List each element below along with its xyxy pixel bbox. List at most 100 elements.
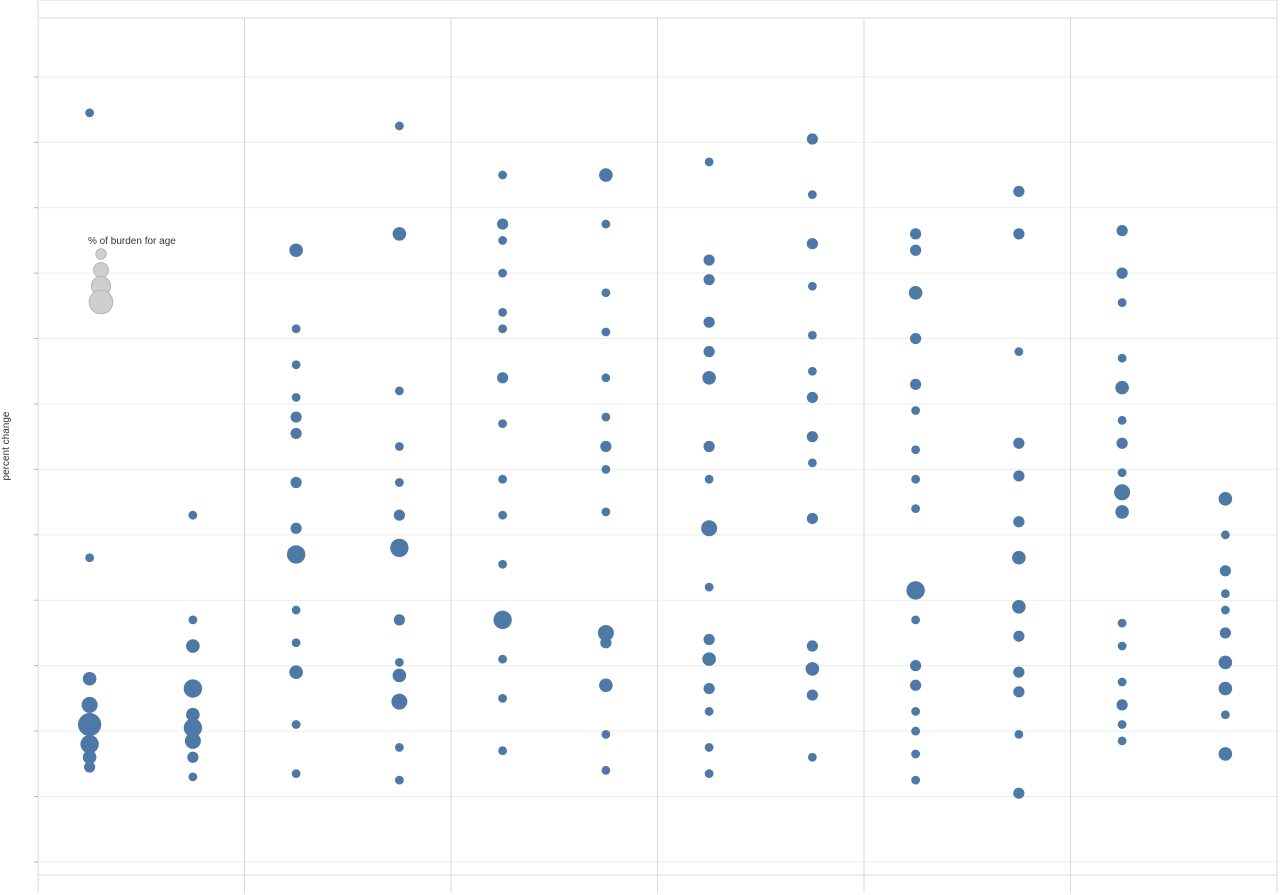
data-point [1116, 267, 1128, 279]
data-point [1218, 681, 1233, 696]
data-point [498, 324, 508, 334]
data-point [806, 391, 818, 404]
data-point [498, 654, 508, 664]
data-point [911, 445, 921, 455]
data-point [394, 386, 404, 396]
legend-size-symbol [95, 248, 107, 260]
data-point [601, 507, 611, 517]
data-point [1116, 699, 1128, 711]
data-point [910, 660, 922, 672]
data-point [498, 474, 508, 484]
data-point [1117, 298, 1127, 307]
data-point [911, 504, 921, 514]
legend-size-symbol [93, 262, 109, 278]
data-point [498, 268, 508, 278]
data-point [703, 274, 715, 286]
data-point [1116, 437, 1128, 449]
data-point [1013, 437, 1025, 449]
panel-headers [37, 0, 1278, 19]
data-point [911, 726, 921, 736]
data-point [703, 682, 715, 695]
data-point [1220, 605, 1230, 615]
data-point [394, 657, 404, 667]
data-point [601, 464, 611, 474]
data-point [1117, 677, 1127, 687]
data-point [807, 330, 817, 340]
data-point [498, 236, 508, 245]
data-point [703, 316, 715, 328]
data-point [911, 615, 921, 625]
data-point [1115, 380, 1129, 395]
data-point [702, 371, 716, 385]
data-point [906, 581, 925, 600]
data-point [1117, 353, 1127, 363]
data-point [394, 743, 404, 752]
data-point [1013, 470, 1025, 482]
data-point [1013, 516, 1025, 528]
data-point [704, 157, 714, 167]
data-point [497, 372, 509, 384]
data-point [599, 168, 613, 182]
data-point [806, 238, 818, 250]
data-point [807, 752, 817, 762]
data-point [290, 427, 302, 440]
data-point [394, 775, 404, 785]
data-point [910, 378, 922, 390]
data-point [911, 775, 921, 785]
y-axis-title: percent change [1, 411, 12, 480]
data-point [1012, 599, 1026, 614]
data-point [1220, 530, 1230, 540]
data-point [704, 707, 714, 716]
data-point [393, 509, 405, 521]
data-point [1013, 666, 1025, 678]
data-point [1013, 228, 1025, 240]
data-point [807, 366, 817, 376]
data-point [393, 614, 405, 626]
data-point [601, 219, 611, 229]
y-axis-ticks [34, 76, 38, 863]
data-point [1117, 641, 1127, 651]
data-point [394, 121, 404, 131]
data-point [1013, 787, 1025, 799]
data-point [291, 638, 301, 648]
data-point [910, 332, 922, 345]
panel-dividers [37, 0, 1278, 893]
data-point [703, 440, 715, 453]
data-point [703, 346, 715, 358]
data-point [493, 610, 512, 630]
data-point [498, 510, 508, 520]
data-point [290, 522, 302, 534]
data-point [498, 307, 508, 317]
data-point [390, 538, 409, 558]
data-point [183, 718, 203, 738]
data-point [186, 707, 200, 722]
data-point [704, 474, 714, 484]
data-point [806, 431, 818, 443]
data-point [498, 746, 508, 756]
data-points [78, 108, 1233, 799]
data-point [805, 662, 820, 676]
data-point [702, 652, 716, 666]
size-legend: % of burden for age [88, 236, 176, 315]
data-point [806, 689, 818, 701]
data-point [1218, 747, 1233, 761]
data-point [1012, 550, 1026, 565]
data-point [1117, 720, 1127, 729]
data-point [908, 285, 923, 300]
data-point [291, 393, 301, 402]
data-point [703, 633, 715, 646]
data-point [1219, 565, 1231, 577]
data-point [704, 743, 714, 752]
data-point [1219, 627, 1231, 639]
data-point [806, 512, 818, 525]
data-point [291, 360, 301, 370]
data-point [1115, 505, 1129, 519]
data-point [1117, 736, 1127, 746]
legend-size-symbol [88, 289, 114, 315]
data-point [85, 553, 95, 563]
data-point [391, 693, 408, 710]
data-point [701, 520, 718, 537]
data-point [600, 440, 612, 453]
data-point [601, 373, 611, 383]
data-point [291, 324, 301, 334]
